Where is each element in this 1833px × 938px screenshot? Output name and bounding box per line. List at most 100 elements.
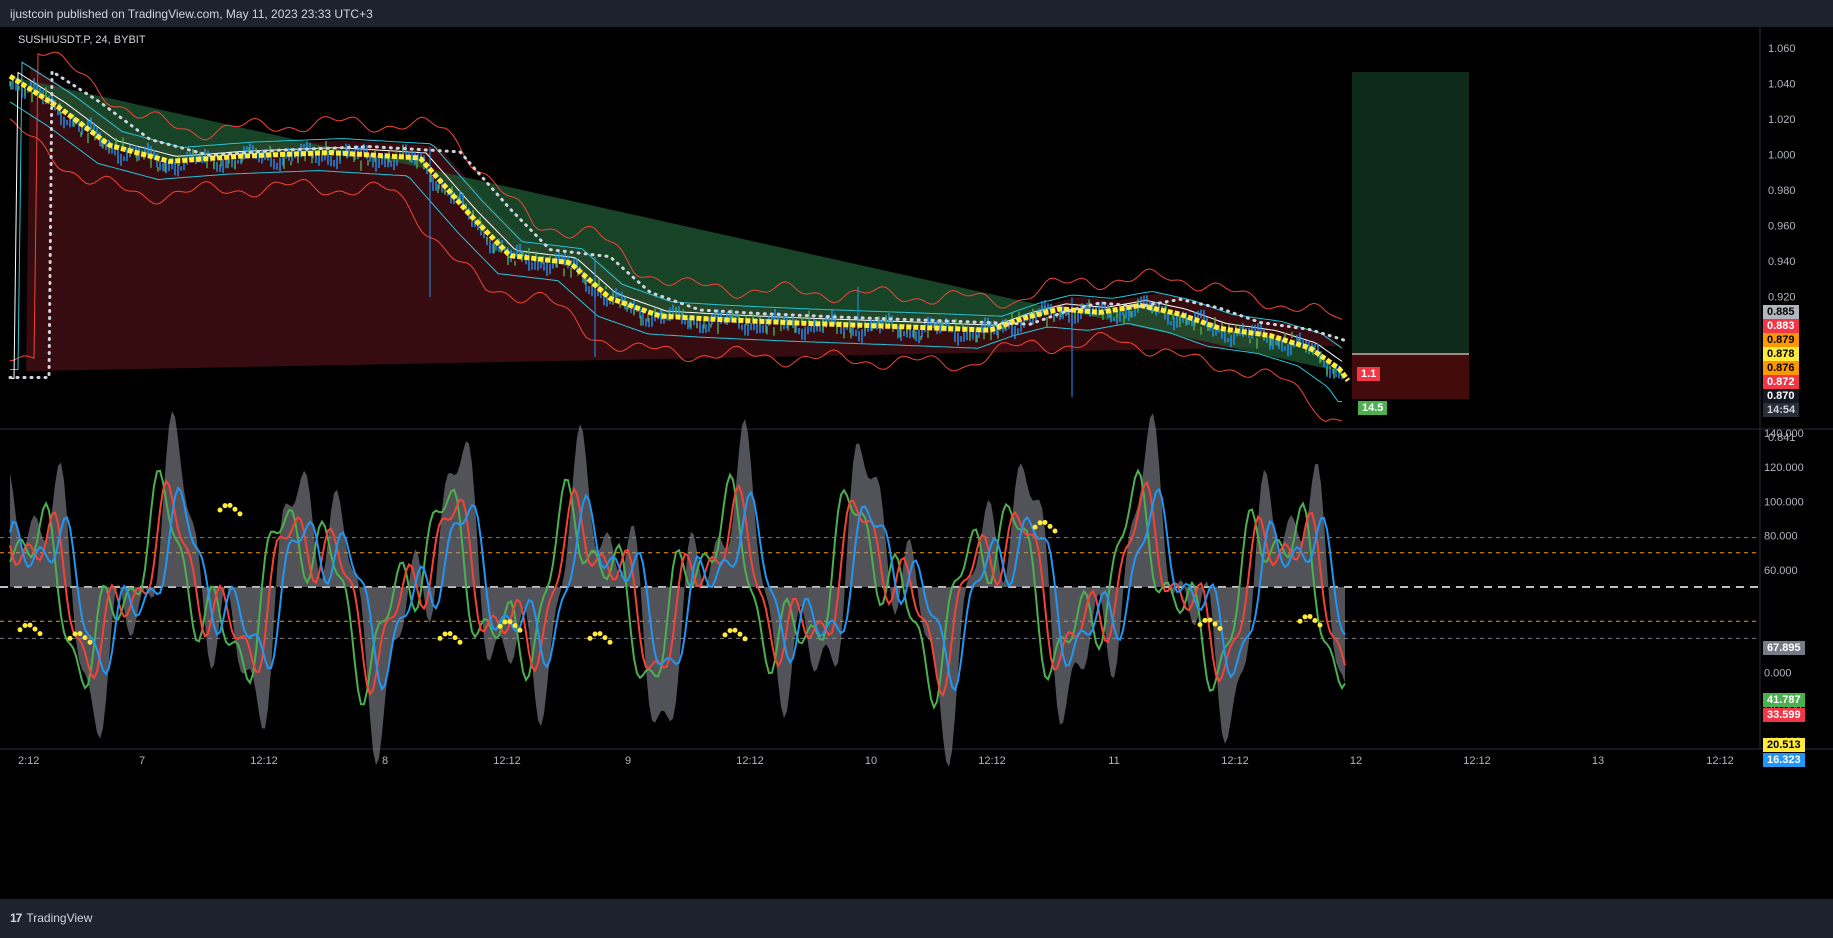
stop-ratio-label: 1.1 <box>1357 367 1381 381</box>
time-tick-label: 12:12 <box>493 755 521 767</box>
signal-dot <box>1217 626 1223 632</box>
target-ratio-label: 14.5 <box>1358 401 1388 415</box>
osc-tick-label: 0.000 <box>1764 668 1792 680</box>
signal-dot <box>597 631 603 637</box>
signal-dot <box>727 628 733 634</box>
signal-dot <box>72 631 78 637</box>
osc-tick-label: 100.000 <box>1764 496 1804 508</box>
signal-dot <box>217 507 223 513</box>
signal-dot <box>1317 622 1323 628</box>
signal-dot <box>1037 520 1043 526</box>
price-label: 0.885 <box>1763 305 1799 319</box>
signal-dot <box>1297 618 1303 624</box>
time-tick-label: 9 <box>625 755 631 767</box>
signal-dot <box>1052 528 1058 534</box>
osc-value-label: 20.513 <box>1763 738 1805 752</box>
price-tick-label: 0.980 <box>1768 185 1796 197</box>
signal-dot <box>742 636 748 642</box>
outer-lower-band <box>9 118 1343 422</box>
signal-dot <box>222 503 228 509</box>
signal-dot <box>587 635 593 641</box>
fast-osc-line <box>9 468 1346 710</box>
signal-dot <box>1047 523 1053 529</box>
signal-dot <box>1212 621 1218 627</box>
price-label: 0.872 <box>1763 375 1799 389</box>
chart-canvas[interactable]: 1.060 1.040 1.020 1.000 0.980 0.960 0.940 0.920… <box>0 27 1833 899</box>
target-zone <box>1352 72 1469 354</box>
signal-dot <box>22 622 28 628</box>
signal-dot <box>507 619 513 625</box>
signal-dot <box>1307 614 1313 620</box>
signal-dot <box>602 635 608 641</box>
signal-dot <box>1042 519 1048 525</box>
time-tick-label: 10 <box>865 755 877 767</box>
signal-dot <box>497 623 503 629</box>
signal-dot <box>237 511 243 517</box>
inner-lower-band <box>9 101 1342 402</box>
time-tick-label: 12:12 <box>250 755 278 767</box>
time-tick-label: 12 <box>1350 755 1362 767</box>
time-tick-label: 12:12 <box>1221 755 1249 767</box>
footer-bar: 17 TradingView <box>0 899 1833 938</box>
osc-tick-label: 140.000 <box>1764 428 1804 440</box>
signal-dot <box>1197 622 1203 628</box>
signal-dot <box>232 506 238 512</box>
signal-dot <box>452 635 458 641</box>
signal-dot <box>732 627 738 633</box>
publisher-bar: ijustcoin published on TradingView.com, … <box>0 0 1833 27</box>
signal-dot <box>77 631 83 637</box>
signal-dot <box>37 631 43 637</box>
price-label: 0.876 <box>1763 361 1799 375</box>
outer-upper-band <box>9 51 1343 362</box>
signal-dot <box>17 627 23 633</box>
signal-dot <box>1207 617 1213 623</box>
price-label: 0.870 <box>1763 389 1799 403</box>
signal-dot <box>737 631 743 637</box>
price-label: 0.883 <box>1763 319 1799 333</box>
tradingview-logo-icon: 17 <box>10 911 22 925</box>
osc-value-label: 41.787 <box>1763 693 1805 707</box>
osc-value-label: 16.323 <box>1763 753 1805 767</box>
signal-dot <box>32 626 38 632</box>
slow-osc-line <box>9 486 1346 692</box>
signal-dot <box>457 639 463 645</box>
publisher-text: ijustcoin published on TradingView.com, … <box>10 7 373 21</box>
symbol-label[interactable]: SUSHIUSDT.P, 24, BYBIT <box>18 34 146 46</box>
time-tick-label: 13 <box>1592 755 1604 767</box>
price-tick-label: 1.020 <box>1768 114 1796 126</box>
signal-dot <box>67 635 73 641</box>
signal-dot <box>607 639 613 645</box>
price-tick-label: 1.000 <box>1768 150 1796 162</box>
osc-value-label: 67.895 <box>1763 641 1805 655</box>
time-tick-label: 8 <box>382 755 388 767</box>
price-tick-label: 1.040 <box>1768 79 1796 91</box>
osc-tick-label: 120.000 <box>1764 462 1804 474</box>
price-label: 0.879 <box>1763 333 1799 347</box>
signal-dot <box>517 627 523 633</box>
signal-dot <box>722 632 728 638</box>
price-tick-label: 0.841 <box>1768 432 1796 444</box>
signal-dot <box>87 639 93 645</box>
time-tick-label: 12:12 <box>736 755 764 767</box>
lower-band-cloud <box>10 76 1342 373</box>
signal-dot <box>502 619 508 625</box>
signal-dot <box>1032 524 1038 530</box>
price-tick-label: 0.960 <box>1768 221 1796 233</box>
time-tick-label: 7 <box>139 755 145 767</box>
brand[interactable]: 17 TradingView <box>10 911 92 925</box>
signal-dot <box>1202 617 1208 623</box>
osc-value-label: 33.599 <box>1763 708 1805 722</box>
signal-dot <box>1312 617 1318 623</box>
time-tick-label: 12:12 <box>978 755 1006 767</box>
yellow-ma-line <box>8 74 1351 383</box>
time-tick-label: 11 <box>1108 755 1119 767</box>
signal-dot <box>447 631 453 637</box>
price-label: 0.878 <box>1763 347 1799 361</box>
osc-tick-label: 80.000 <box>1764 531 1798 543</box>
osc-tick-label: 60.000 <box>1764 565 1798 577</box>
time-tick-label: 2:12 <box>18 755 39 767</box>
signal-dot <box>27 622 33 628</box>
chart-area[interactable]: 1.060 1.040 1.020 1.000 0.980 0.960 0.940 0.920… <box>0 27 1833 899</box>
signal-dot <box>227 502 233 508</box>
price-tick-label: 0.940 <box>1768 256 1796 268</box>
